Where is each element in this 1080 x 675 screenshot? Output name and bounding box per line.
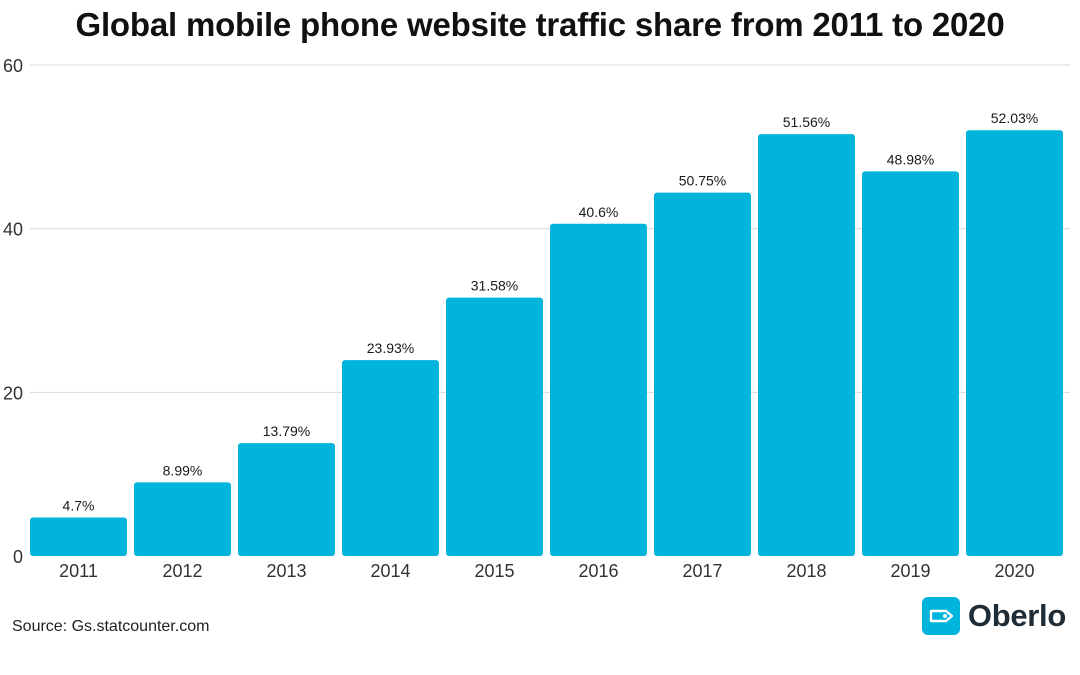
- x-tick-label: 2011: [59, 561, 98, 581]
- data-label: 4.7%: [63, 498, 95, 514]
- data-label: 48.98%: [887, 151, 934, 167]
- data-label: 31.58%: [471, 278, 518, 294]
- data-label: 13.79%: [263, 423, 310, 439]
- bar: [134, 482, 231, 556]
- bar: [966, 130, 1063, 556]
- chart-title: Global mobile phone website traffic shar…: [75, 6, 1005, 43]
- x-tick-label: 2013: [266, 561, 306, 581]
- x-tick-label: 2020: [994, 561, 1034, 581]
- brand-name: Oberlo: [967, 598, 1066, 633]
- data-label: 51.56%: [783, 114, 830, 130]
- x-tick-label: 2016: [578, 561, 618, 581]
- y-tick-label: 60: [3, 56, 23, 76]
- data-label: 23.93%: [367, 340, 414, 356]
- x-tick-label: 2014: [370, 561, 410, 581]
- x-tick-label: 2019: [890, 561, 930, 581]
- data-label: 8.99%: [163, 462, 203, 478]
- brand-logo: Oberlo: [921, 597, 1066, 635]
- bar: [342, 360, 439, 556]
- bar: [30, 517, 127, 556]
- price-tag-icon: [921, 597, 960, 635]
- data-label: 52.03%: [991, 110, 1038, 126]
- bar: [238, 443, 335, 556]
- x-tick-label: 2017: [682, 561, 722, 581]
- bar: [758, 134, 855, 557]
- bar: [446, 297, 543, 556]
- x-tick-label: 2012: [162, 561, 202, 581]
- x-tick-label: 2018: [786, 561, 826, 581]
- x-tick-label: 2015: [474, 561, 514, 581]
- y-tick-label: 20: [3, 383, 23, 403]
- bar: [550, 223, 647, 557]
- bar: [862, 171, 959, 556]
- bar: [654, 192, 751, 556]
- y-tick-label: 40: [3, 220, 23, 240]
- bar-chart: 0 20 40 60 4.7% 2011 8.99% 2012 13.79% 2013 23.93%…: [3, 56, 1070, 581]
- data-label: 40.6%: [579, 204, 619, 220]
- source-note: Source: Gs.statcounter.com: [12, 618, 210, 635]
- y-tick-label: 0: [13, 547, 23, 567]
- data-label: 50.75%: [679, 173, 726, 189]
